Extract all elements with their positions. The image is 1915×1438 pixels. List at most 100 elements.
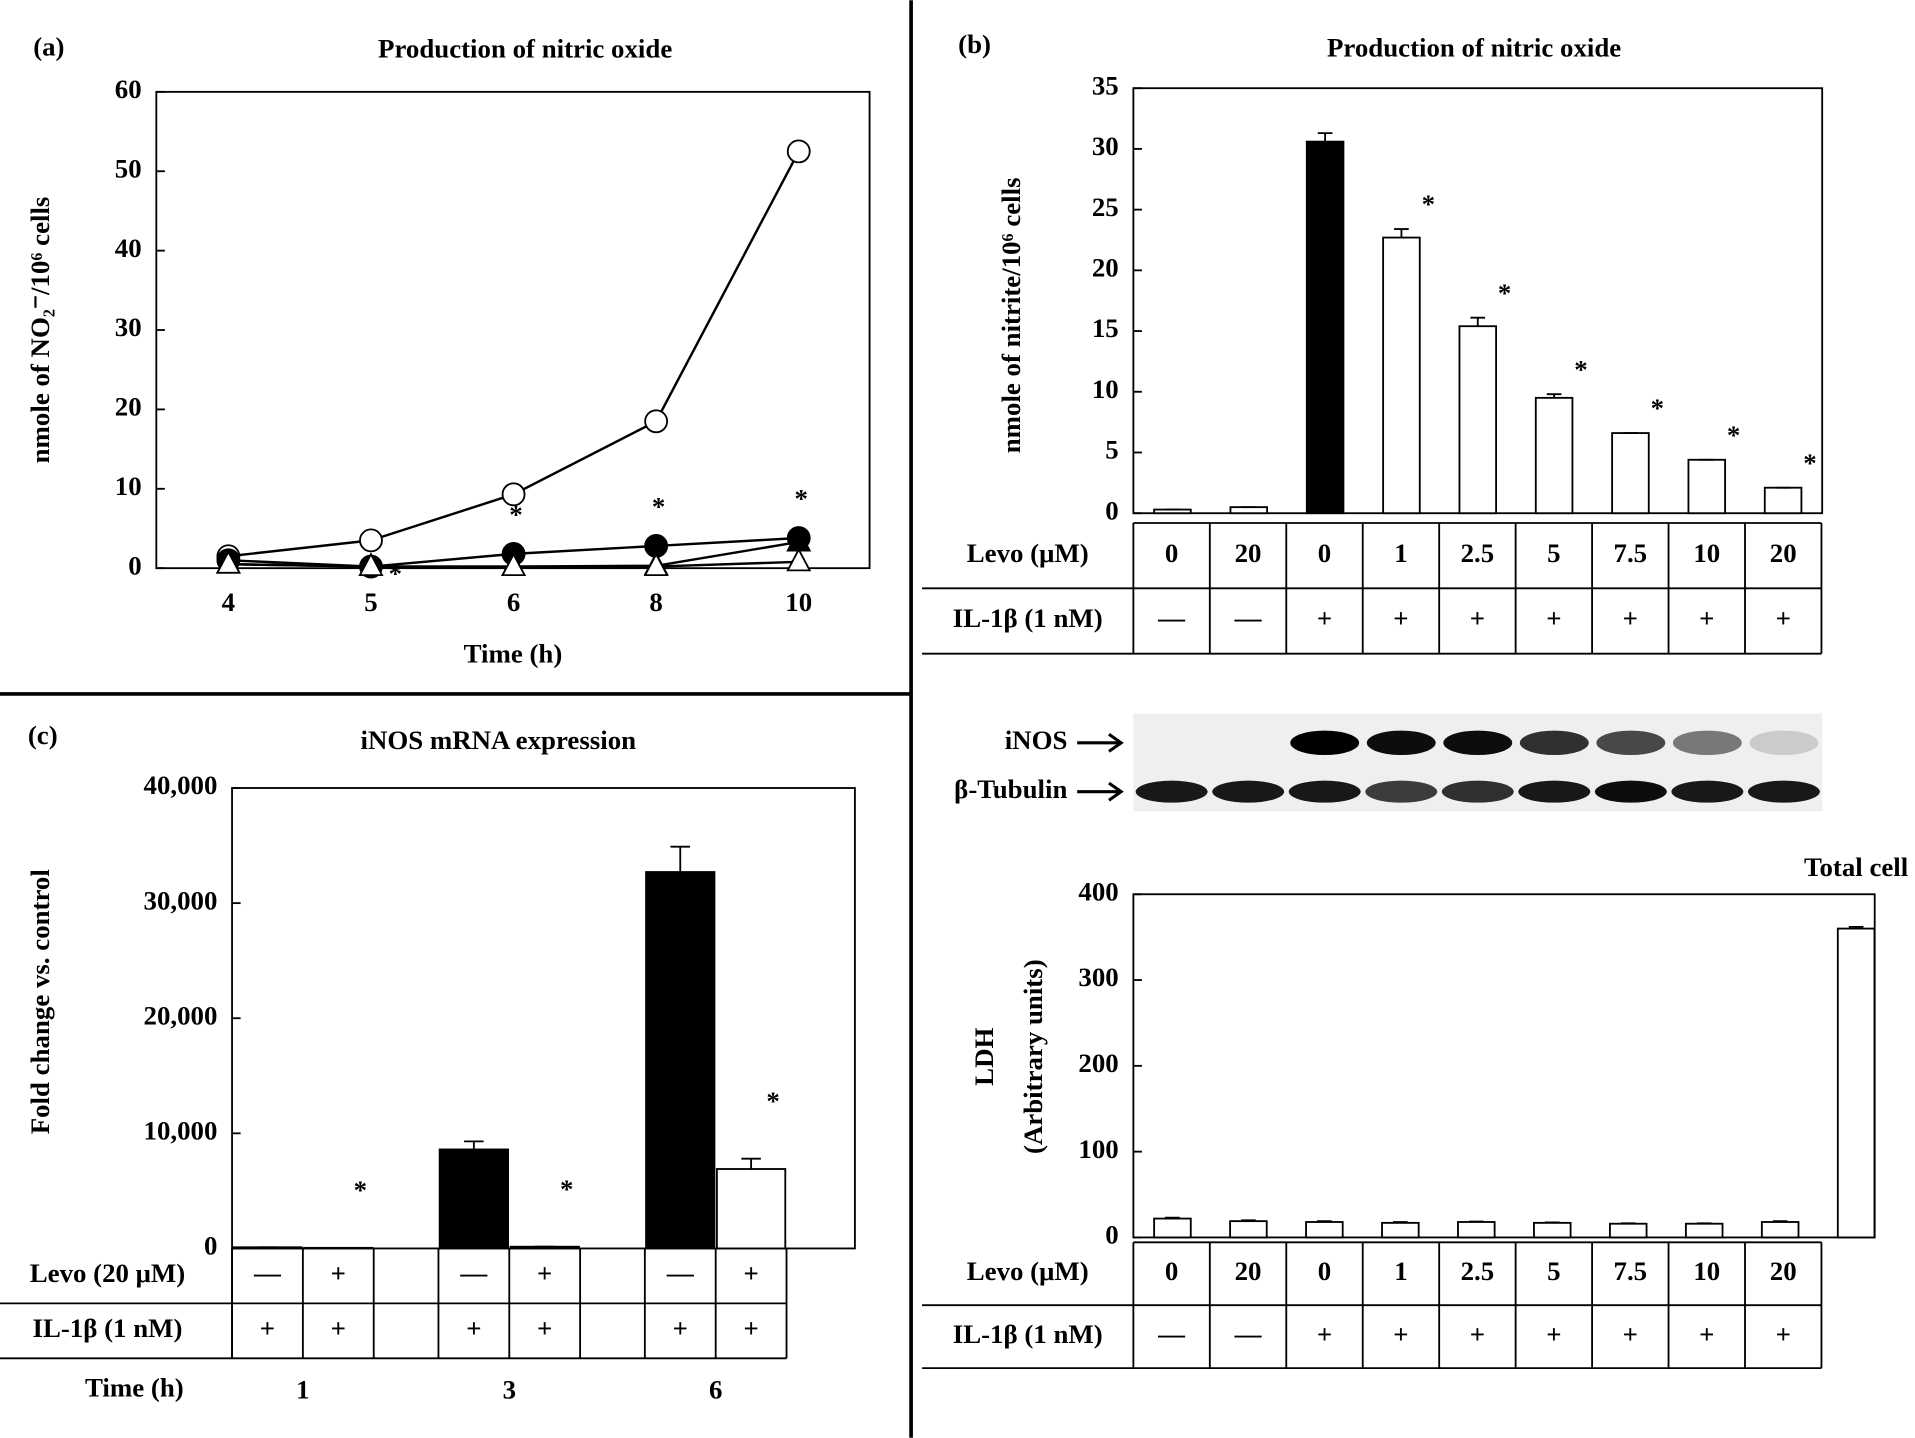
bar: [1459, 326, 1496, 513]
significance: *: [652, 491, 665, 521]
chart-title: iNOS mRNA expression: [360, 725, 636, 755]
table-cell: +: [1776, 1319, 1791, 1349]
marker: [788, 140, 810, 162]
table-cell: +: [1546, 1319, 1561, 1349]
row-label: IL-1β (1 nM): [953, 1319, 1103, 1349]
y-axis-sublabel: (Arbitrary units): [1018, 959, 1048, 1154]
row-label: Levo (μM): [967, 538, 1089, 568]
significance: *: [794, 484, 807, 514]
error-bar: [1317, 1221, 1332, 1222]
row-label: IL-1β (1 nM): [33, 1313, 183, 1343]
y-axis-label: LDH: [969, 1027, 999, 1085]
marker: [645, 410, 667, 432]
x-tick-label: 6: [709, 1375, 722, 1405]
significance: *: [1422, 189, 1435, 219]
bar: [1154, 1219, 1191, 1238]
error-bar: [1241, 1220, 1256, 1221]
table-cell: —: [666, 1258, 695, 1288]
table-cell: +: [1546, 603, 1561, 633]
table-cell: +: [1623, 1319, 1638, 1349]
y-tick-label: 10: [115, 471, 142, 501]
y-axis-label: Fold change vs. control: [25, 869, 55, 1134]
table-cell: 2.5: [1461, 1256, 1495, 1286]
chart-title: Production of nitric oxide: [1327, 33, 1621, 63]
table-cell: +: [743, 1313, 758, 1343]
table-cell: 10: [1693, 538, 1720, 568]
bar: [440, 1149, 508, 1248]
table-cell: 7.5: [1614, 538, 1648, 568]
table-cell: +: [331, 1313, 346, 1343]
blot-band: [1365, 781, 1437, 803]
y-tick-label: 0: [204, 1231, 217, 1261]
y-tick-label: 400: [1078, 876, 1118, 906]
table-cell: +: [673, 1313, 688, 1343]
y-axis-label: nmole of NO₂⁻/10⁶ cells: [25, 197, 55, 464]
bar: [1306, 1222, 1343, 1237]
y-tick-label: 40: [115, 233, 142, 263]
bar: [1765, 488, 1802, 514]
blot-band: [1520, 731, 1589, 755]
table-cell: —: [1157, 1319, 1186, 1349]
table-cell: 10: [1693, 1256, 1720, 1286]
blot-band: [1289, 781, 1361, 803]
chart-title: Production of nitric oxide: [378, 34, 672, 64]
y-tick-label: 0: [128, 550, 141, 580]
bar: [1307, 142, 1344, 514]
x-tick-label: 6: [507, 587, 520, 617]
blot-band: [1290, 731, 1359, 755]
significance: *: [1803, 448, 1816, 478]
table-cell: —: [1234, 1319, 1263, 1349]
y-tick-label: 25: [1092, 192, 1119, 222]
bar: [646, 872, 714, 1248]
error-bar: [1393, 1222, 1408, 1223]
blot-label: β-Tubulin: [954, 774, 1067, 804]
x-tick-label: 8: [649, 587, 662, 617]
table-cell: 5: [1547, 538, 1560, 568]
panel-label: (a): [33, 31, 64, 61]
bar: [1688, 460, 1725, 513]
table-cell: 20: [1235, 1256, 1262, 1286]
y-tick-label: 5: [1105, 435, 1118, 465]
bar: [1536, 398, 1573, 513]
table-cell: 1: [1394, 538, 1407, 568]
table-cell: +: [1393, 603, 1408, 633]
category-label: Time (h): [85, 1372, 184, 1402]
table-cell: 7.5: [1614, 1256, 1648, 1286]
table-cell: 0: [1318, 538, 1331, 568]
y-tick-label: 50: [115, 153, 142, 183]
blot-label: iNOS: [1005, 725, 1068, 755]
error-bar: [1773, 1221, 1788, 1222]
x-tick-label: 4: [222, 587, 235, 617]
y-tick-label: 20: [115, 392, 142, 422]
table-cell: 20: [1770, 1256, 1797, 1286]
table-cell: —: [1234, 603, 1263, 633]
significance: *: [509, 499, 522, 529]
blot-band: [1136, 781, 1208, 803]
table-cell: +: [1623, 603, 1638, 633]
blot-band: [1442, 781, 1514, 803]
figure: Production of nitric oxide (a) nmole of NO…: [0, 0, 1915, 1438]
significance: *: [354, 1175, 367, 1205]
y-tick-label: 10,000: [144, 1115, 218, 1145]
blot-band: [1212, 781, 1284, 803]
significance: *: [1574, 354, 1587, 384]
table-cell: —: [459, 1258, 488, 1288]
y-tick-label: 20,000: [144, 1000, 218, 1030]
significance: *: [1651, 393, 1664, 423]
table-cell: 0: [1165, 538, 1178, 568]
x-tick-label: 10: [785, 587, 812, 617]
blot-band: [1596, 731, 1665, 755]
bar: [1610, 1224, 1647, 1238]
table-cell: 5: [1547, 1256, 1560, 1286]
x-tick-label: 5: [364, 587, 377, 617]
table-cell: 1: [1394, 1256, 1407, 1286]
bar: [1612, 433, 1649, 513]
y-tick-label: 200: [1078, 1048, 1118, 1078]
y-tick-label: 100: [1078, 1134, 1118, 1164]
y-tick-label: 30: [115, 312, 142, 342]
table-cell: +: [1393, 1319, 1408, 1349]
y-tick-label: 300: [1078, 962, 1118, 992]
blot-band: [1367, 731, 1436, 755]
table-cell: 2.5: [1461, 538, 1495, 568]
x-tick-label: 3: [503, 1375, 516, 1405]
